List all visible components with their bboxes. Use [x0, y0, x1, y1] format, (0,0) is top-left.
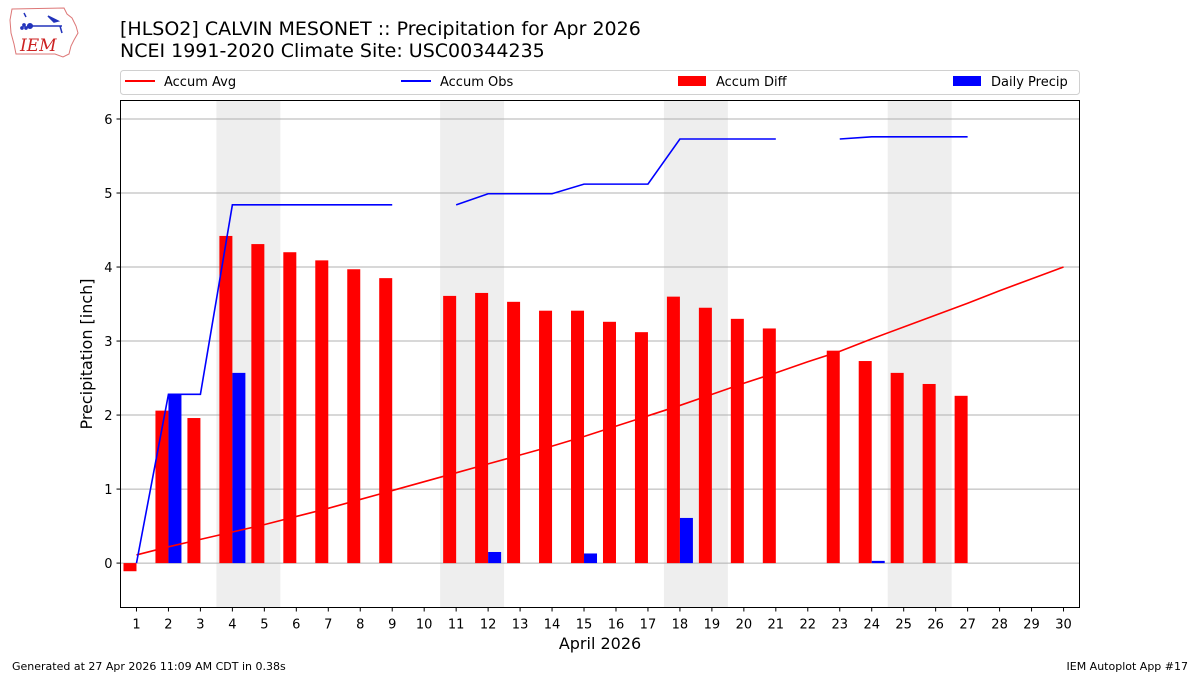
iowa-outline-icon	[9, 7, 79, 58]
footer-app: IEM Autoplot App #17	[1067, 660, 1189, 673]
accum-diff-bar-14	[539, 310, 553, 564]
x-tick-label-29: 29	[1023, 618, 1040, 633]
y-tick-label-2: 2	[104, 409, 112, 424]
footer-generated: Generated at 27 Apr 2026 11:09 AM CDT in…	[12, 660, 286, 673]
accum-diff-bar-13	[507, 301, 521, 564]
y-tick-label-3: 3	[104, 335, 112, 350]
x-tick-label-10: 10	[416, 618, 433, 633]
x-tick-label-27: 27	[959, 618, 976, 633]
weather-station-icon	[20, 12, 63, 34]
x-tick-label-22: 22	[800, 618, 817, 633]
iem-logo: IEM	[9, 7, 79, 58]
x-tick-label-20: 20	[736, 618, 753, 633]
legend-label-accum-diff: Accum Diff	[716, 75, 788, 90]
x-tick-label-3: 3	[196, 618, 204, 633]
x-tick-label-8: 8	[356, 618, 364, 633]
accum-diff-bar-26	[922, 383, 936, 564]
accum-diff-bar-9	[379, 278, 393, 564]
logo-text: IEM	[19, 36, 57, 56]
accum-diff-bar-5	[251, 244, 265, 564]
y-tick-label-4: 4	[104, 261, 112, 276]
legend-label-accum-avg: Accum Avg	[164, 75, 236, 90]
y-tick-label-6: 6	[104, 113, 112, 128]
accum-diff-bar-3	[187, 418, 201, 564]
accum-diff-bar-7	[315, 260, 329, 564]
y-axis-label: Precipitation [inch]	[77, 278, 96, 429]
x-tick-label-4: 4	[228, 618, 236, 633]
daily-precip-bar-24	[871, 560, 885, 564]
accum-diff-bar-25	[890, 372, 904, 564]
accum-diff-bar-15	[571, 310, 585, 564]
x-axis-label: April 2026	[559, 634, 641, 653]
accum-diff-bar-19	[698, 307, 712, 564]
daily-precip-bar-15	[584, 553, 598, 564]
x-tick-label-23: 23	[831, 618, 848, 633]
accum-diff-bar-6	[283, 252, 297, 564]
x-tick-label-7: 7	[324, 618, 332, 633]
accum-obs-line-3	[839, 135, 968, 140]
daily-precip-bar-12	[488, 551, 502, 564]
legend-label-daily-precip: Daily Precip	[991, 75, 1068, 90]
x-tick-label-15: 15	[576, 618, 593, 633]
x-tick-label-12: 12	[480, 618, 497, 633]
x-tick-label-2: 2	[164, 618, 172, 633]
daily-precip-bar-2	[168, 394, 182, 564]
accum-obs-line-2	[455, 138, 776, 206]
x-tick-label-21: 21	[768, 618, 785, 633]
accum-diff-bar-21	[762, 328, 776, 564]
y-tick-label-0: 0	[104, 557, 112, 572]
accum-diff-bar-27	[954, 395, 968, 564]
series-lines	[135, 135, 1064, 564]
accum-diff-bar-1	[123, 563, 137, 572]
daily-precip-bar-4	[232, 372, 246, 564]
x-tick-label-5: 5	[260, 618, 268, 633]
accum-diff-bar-11	[443, 295, 457, 564]
x-tick-label-6: 6	[292, 618, 300, 633]
legend-swatch-accum-diff	[678, 76, 706, 86]
chart-subtitle: NCEI 1991-2020 Climate Site: USC00344235	[120, 40, 545, 62]
accum-obs-line-1	[135, 204, 393, 564]
x-tick-label-25: 25	[895, 618, 912, 633]
legend-swatch-daily-precip	[953, 76, 981, 86]
accum-diff-bar-12	[475, 292, 489, 564]
bars	[123, 235, 968, 572]
accum-diff-bar-18	[666, 296, 680, 564]
x-tick-label-1: 1	[132, 618, 140, 633]
legend: Accum Avg Accum Obs Accum Diff Daily Pre…	[120, 70, 1080, 95]
accum-diff-bar-20	[730, 318, 744, 564]
accum-diff-bar-24	[858, 361, 872, 564]
x-tick-label-18: 18	[672, 618, 689, 633]
y-tick-label-5: 5	[104, 187, 112, 202]
x-tick-label-11: 11	[448, 618, 465, 633]
accum-avg-line	[136, 266, 1064, 556]
legend-frame	[120, 70, 1080, 95]
accum-diff-bar-23	[826, 350, 840, 564]
chart-title: [HLSO2] CALVIN MESONET :: Precipitation …	[120, 18, 641, 40]
daily-precip-bar-18	[679, 517, 693, 564]
legend-label-accum-obs: Accum Obs	[440, 75, 513, 90]
x-tick-label-9: 9	[388, 618, 396, 633]
x-tick-label-28: 28	[991, 618, 1008, 633]
x-tick-label-14: 14	[544, 618, 561, 633]
accum-diff-bar-17	[634, 332, 648, 564]
plot-frame	[120, 100, 1080, 608]
x-tick-label-16: 16	[608, 618, 625, 633]
x-tick-label-30: 30	[1055, 618, 1072, 633]
x-tick-label-17: 17	[640, 618, 657, 633]
x-tick-label-19: 19	[704, 618, 721, 633]
accum-diff-bar-16	[602, 321, 616, 564]
y-tick-label-1: 1	[104, 483, 112, 498]
x-tick-label-26: 26	[927, 618, 944, 633]
accum-diff-bar-8	[347, 269, 361, 564]
accum-diff-bar-2	[155, 410, 169, 564]
x-tick-label-24: 24	[863, 618, 880, 633]
x-tick-label-13: 13	[512, 618, 529, 633]
accum-diff-bar-4	[219, 235, 233, 564]
gridlines	[120, 118, 1080, 564]
